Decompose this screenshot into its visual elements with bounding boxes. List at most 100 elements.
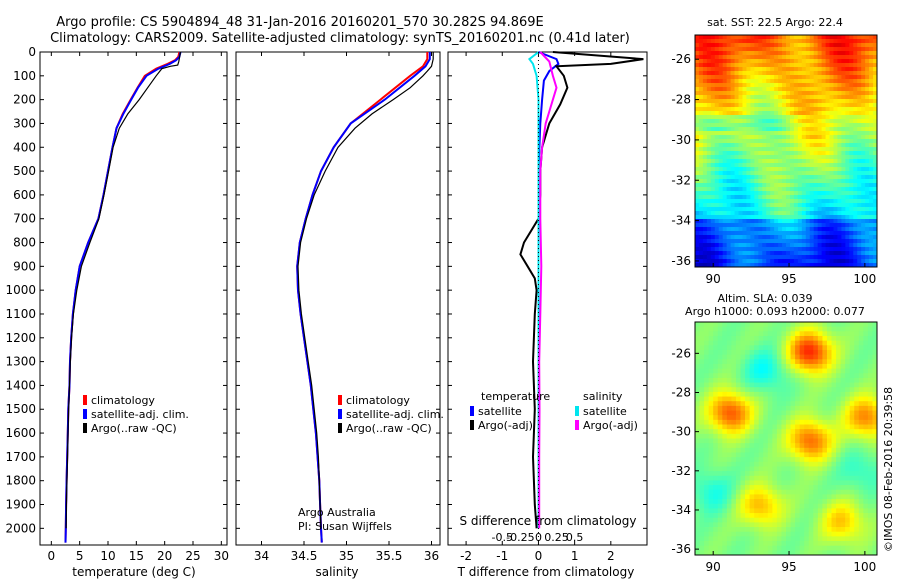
sst-cell <box>710 199 716 204</box>
sst-cell <box>730 91 735 96</box>
sst-cell <box>805 155 811 160</box>
sla-cell <box>863 522 869 528</box>
sst-cell <box>873 103 878 108</box>
sla-cell <box>731 345 737 351</box>
sst-cell <box>738 63 743 68</box>
sla-cell <box>708 480 714 486</box>
sla-cell <box>695 419 700 425</box>
sst-cell <box>869 111 874 116</box>
sla-cell <box>845 545 851 551</box>
sst-cell <box>845 223 850 228</box>
sst-cell <box>869 139 874 144</box>
sst-cell <box>782 103 787 108</box>
sst-cell <box>789 159 795 164</box>
sst-cell <box>801 187 807 192</box>
sst-cell <box>762 147 767 152</box>
sst-cell <box>853 47 858 52</box>
sst-cell <box>774 231 779 236</box>
sst-cell <box>695 127 700 132</box>
sst-cell <box>766 95 771 100</box>
sla-cell <box>849 443 855 449</box>
sla-cell <box>867 499 873 505</box>
sla-cell <box>786 368 791 374</box>
sst-cell <box>841 159 846 164</box>
sla-cell <box>786 466 791 472</box>
sst-cell <box>813 79 819 84</box>
sst-cell <box>698 147 704 152</box>
sla-cell <box>817 499 823 505</box>
sst-cell <box>738 147 743 152</box>
sla-cell <box>749 368 755 374</box>
sst-cell <box>702 191 708 196</box>
sst-cell <box>738 187 743 192</box>
sla-cell <box>840 419 846 425</box>
sst-cell <box>782 35 787 40</box>
sst-cell <box>861 39 866 44</box>
sla-cell <box>749 391 755 397</box>
sst-cell <box>786 87 791 92</box>
sst-cell <box>793 263 799 268</box>
sla-cell <box>795 531 801 537</box>
sst-cell <box>778 211 783 216</box>
sla-cell <box>763 513 769 519</box>
sst-cell <box>750 123 755 128</box>
sst-cell <box>786 91 791 96</box>
sst-cell <box>789 47 795 52</box>
sst-cell <box>778 47 783 52</box>
sst-cell <box>710 227 716 232</box>
sst-cell <box>801 95 807 100</box>
sla-cell <box>735 466 741 472</box>
sla-cell <box>763 326 769 332</box>
sla-cell <box>790 368 796 374</box>
sla-cell <box>695 536 700 542</box>
sst-cell <box>726 167 732 172</box>
x-tick-label: 0 <box>48 549 56 563</box>
sst-cell <box>782 95 787 100</box>
sla-cell <box>813 489 819 495</box>
sla-cell <box>867 503 873 509</box>
sst-cell <box>770 47 775 52</box>
sst-cell <box>750 43 755 48</box>
sst-cell <box>770 79 775 84</box>
sla-cell <box>804 368 810 374</box>
sla-cell <box>849 517 855 523</box>
sst-cell <box>793 179 799 184</box>
sla-cell <box>717 475 723 481</box>
sst-cell <box>746 251 751 256</box>
sla-cell <box>776 550 782 556</box>
sla-cell <box>872 387 878 393</box>
sst-cell <box>861 155 866 160</box>
sst-cell <box>849 223 854 228</box>
sst-cell <box>809 151 815 156</box>
sla-cell <box>854 377 860 383</box>
sla-cell <box>776 377 782 383</box>
sst-cell <box>817 119 823 124</box>
sst-cell <box>702 99 708 104</box>
sst-cell <box>726 47 732 52</box>
sst-cell <box>695 83 700 88</box>
sla-cell <box>695 517 700 523</box>
sla-cell <box>786 349 791 356</box>
sla-cell <box>713 335 719 342</box>
sla-cell <box>817 363 823 369</box>
sla-cell <box>836 335 841 342</box>
sst-cell <box>853 83 858 88</box>
sst-cell <box>817 103 823 108</box>
sst-cell <box>809 75 815 80</box>
sla-cell <box>804 480 810 486</box>
sst-cell <box>695 215 700 220</box>
sla-cell <box>863 363 869 369</box>
sla-cell <box>740 503 746 509</box>
sla-cell <box>813 545 819 551</box>
sla-cell <box>817 471 823 477</box>
sla-cell <box>826 499 832 505</box>
sst-cell <box>786 211 791 216</box>
sst-cell <box>789 67 795 72</box>
sla-cell <box>863 415 869 421</box>
sla-cell <box>854 391 860 397</box>
sst-cell <box>742 239 747 244</box>
sst-cell <box>837 167 842 172</box>
sst-cell <box>869 147 874 152</box>
sst-cell <box>782 151 787 156</box>
sla-cell <box>858 485 864 491</box>
